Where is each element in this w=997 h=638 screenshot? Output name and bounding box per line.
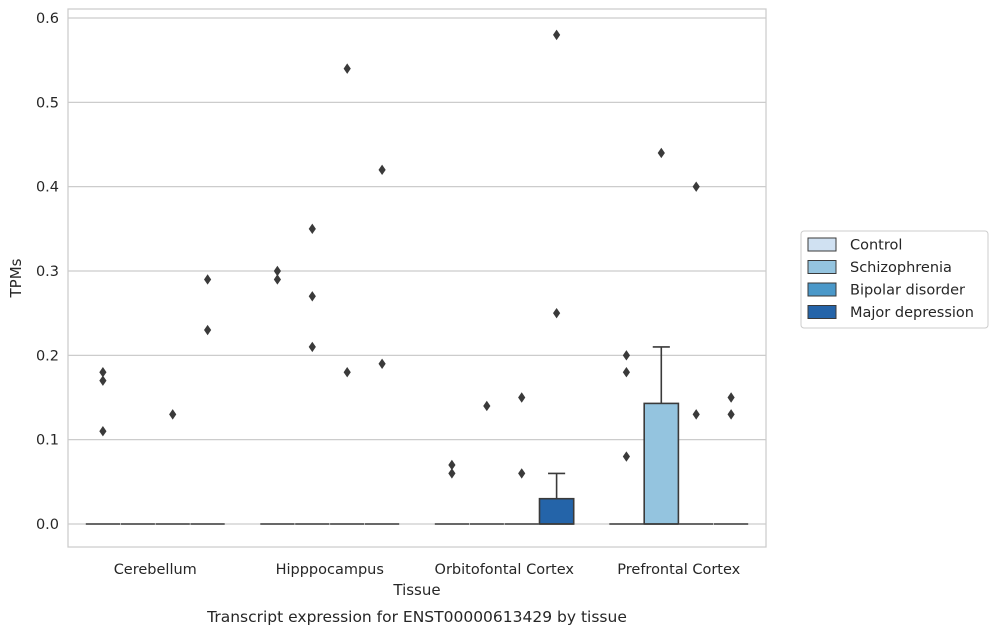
outlier-point xyxy=(727,392,735,403)
x-axis-title: Tissue xyxy=(392,581,440,599)
x-tick-labels: Cerebellum Hipppocampus Orbitofontal Corte… xyxy=(114,562,741,578)
outlier-point xyxy=(308,341,316,353)
outlier-point xyxy=(378,358,386,369)
grid-lines xyxy=(68,17,766,525)
outlier-point xyxy=(657,147,665,159)
box-group xyxy=(643,147,680,525)
box-group xyxy=(295,223,330,525)
outlier-point xyxy=(518,392,526,403)
box-groups xyxy=(85,29,749,525)
outlier-point xyxy=(448,459,456,471)
box-rect xyxy=(643,402,680,525)
legend-swatch xyxy=(807,260,837,274)
outlier-point xyxy=(553,29,561,41)
box-group xyxy=(713,392,749,525)
outlier-point xyxy=(343,63,351,74)
outlier-point xyxy=(273,265,281,277)
x-tick-label: Orbitofontal Cortex xyxy=(435,562,575,578)
y-axis-title: TPMs xyxy=(7,258,25,298)
box-group xyxy=(330,63,365,525)
outlier-point xyxy=(483,400,491,412)
box-group xyxy=(609,350,644,525)
outlier-point xyxy=(308,291,316,302)
outlier-point xyxy=(343,367,351,378)
outlier-point xyxy=(622,451,630,462)
legend: Control Schizophrenia Bipolar disorder Majo… xyxy=(800,230,989,329)
y-tick-label: 0.3 xyxy=(36,264,59,280)
box-rect xyxy=(538,497,575,525)
legend-item: Bipolar disorder xyxy=(807,282,965,299)
outlier-point xyxy=(622,350,630,361)
outlier-point xyxy=(99,426,107,437)
legend-label: Control xyxy=(850,238,902,254)
box-group xyxy=(469,400,504,525)
outlier-point xyxy=(169,409,177,420)
outlier-point xyxy=(273,274,281,285)
outlier-point xyxy=(553,307,561,319)
outlier-point xyxy=(727,409,735,420)
y-tick-labels: 0.0 0.1 0.2 0.3 0.4 0.5 0.6 xyxy=(36,11,59,533)
y-tick-label: 0.5 xyxy=(36,95,59,111)
legend-label: Bipolar disorder xyxy=(850,283,965,299)
box-group xyxy=(190,274,225,525)
legend-swatch xyxy=(807,237,837,252)
x-tick-label: Cerebellum xyxy=(114,562,197,578)
y-tick-label: 0.2 xyxy=(36,348,59,364)
y-tick-label: 0.4 xyxy=(36,180,59,196)
y-tick-label: 0.1 xyxy=(36,433,59,449)
box-group xyxy=(85,367,121,525)
box-group xyxy=(155,409,190,525)
legend-swatch xyxy=(807,305,837,319)
outlier-point xyxy=(99,367,107,378)
box-group xyxy=(538,29,575,525)
box-group xyxy=(364,164,400,525)
x-tick-label: Hipppocampus xyxy=(276,562,384,578)
outlier-point xyxy=(622,367,630,378)
outlier-point xyxy=(308,223,316,235)
x-tick-label: Prefrontal Cortex xyxy=(617,562,740,578)
plot-frame xyxy=(67,8,767,548)
box-group xyxy=(260,265,295,525)
legend-label: Major depression xyxy=(850,305,974,321)
chart-caption: Transcript expression for ENST0000061342… xyxy=(206,608,627,626)
outlier-point xyxy=(692,181,700,192)
legend-item: Control xyxy=(807,237,902,254)
outlier-point xyxy=(692,409,700,420)
box-group xyxy=(504,392,539,525)
box-group xyxy=(434,459,470,525)
box-group xyxy=(679,181,714,525)
outlier-point xyxy=(448,468,456,479)
outlier-point xyxy=(378,164,386,176)
y-tick-label: 0.6 xyxy=(36,11,59,27)
legend-frame xyxy=(800,230,989,329)
legend-label: Schizophrenia xyxy=(850,260,952,276)
legend-swatch xyxy=(807,282,837,297)
outlier-point xyxy=(204,324,212,336)
outlier-point xyxy=(204,274,212,285)
outlier-point xyxy=(99,375,107,386)
y-tick-label: 0.0 xyxy=(36,517,59,533)
legend-item: Major depression xyxy=(807,305,974,321)
outlier-point xyxy=(518,468,526,479)
legend-item: Schizophrenia xyxy=(807,260,952,276)
